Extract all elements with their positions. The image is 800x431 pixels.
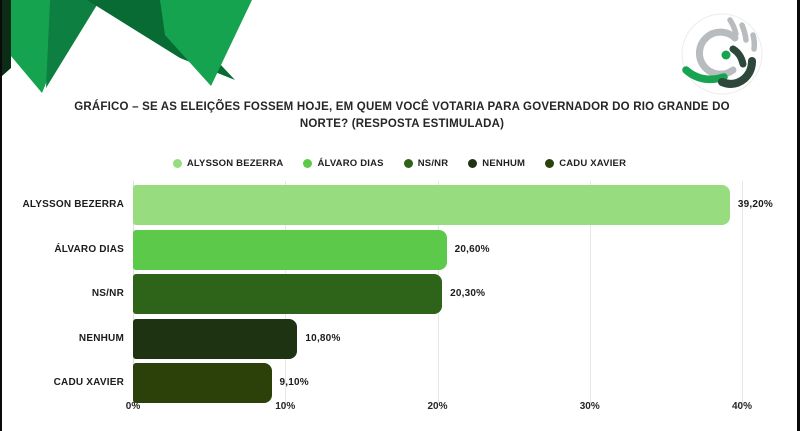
bar bbox=[133, 274, 443, 315]
legend-label: NS/NR bbox=[417, 158, 449, 169]
legend-swatch-icon bbox=[545, 159, 555, 168]
category-label: NS/NR bbox=[91, 288, 124, 300]
category-label: ALYSSON BEZERRA bbox=[22, 199, 124, 210]
x-axis-tick-label: 10% bbox=[275, 401, 296, 412]
legend-swatch-icon bbox=[172, 159, 182, 168]
gridline-30% bbox=[589, 181, 591, 403]
category-label: CADU XAVIER bbox=[53, 377, 124, 389]
legend-label: ALYSSON BEZERRA bbox=[186, 158, 284, 169]
legend-swatch-icon bbox=[303, 159, 313, 168]
green-ribbon-decoration-icon bbox=[2, 0, 252, 93]
x-axis-tick-label: 30% bbox=[579, 401, 600, 412]
bar-value-label: 20,30% bbox=[450, 288, 486, 300]
legend-label: ÁLVARO DIAS bbox=[317, 158, 384, 169]
legend-label: NENHUM bbox=[482, 158, 526, 169]
bar-value-label: 10,80% bbox=[305, 332, 341, 344]
legend-item: CADU XAVIER bbox=[545, 158, 626, 169]
x-axis-tick-label: 40% bbox=[731, 401, 753, 412]
research-institute-globe-logo-icon bbox=[681, 13, 763, 95]
legend-item: NS/NR bbox=[403, 158, 449, 169]
x-axis-tick-label: 20% bbox=[427, 401, 448, 412]
category-label: NENHUM bbox=[78, 332, 124, 344]
legend-item: NENHUM bbox=[468, 158, 525, 169]
legend-item: ALYSSON BEZERRA bbox=[172, 158, 284, 169]
bar bbox=[133, 318, 298, 359]
legend-swatch-icon bbox=[403, 159, 413, 168]
legend-swatch-icon bbox=[468, 159, 478, 168]
bar bbox=[133, 185, 730, 225]
legend-item: ÁLVARO DIAS bbox=[303, 158, 384, 169]
legend-label: CADU XAVIER bbox=[559, 158, 627, 169]
bar-value-label: 39,20% bbox=[737, 199, 773, 210]
chart-legend: ALYSSON BEZERRA ÁLVARO DIAS NS/NR NENHUM CAD… bbox=[2, 158, 797, 169]
bar bbox=[133, 363, 272, 404]
gridline-40% bbox=[742, 181, 743, 403]
bar-value-label: 20,60% bbox=[454, 243, 490, 255]
bar-value-label: 9,10% bbox=[279, 377, 309, 389]
bar bbox=[133, 229, 447, 270]
category-label: ÁLVARO DIAS bbox=[54, 243, 124, 255]
x-axis-tick-label: 0% bbox=[125, 401, 141, 412]
chart-title: GRÁFICO – SE AS ELEIÇÕES FOSSEM HOJE, EM… bbox=[74, 101, 730, 130]
